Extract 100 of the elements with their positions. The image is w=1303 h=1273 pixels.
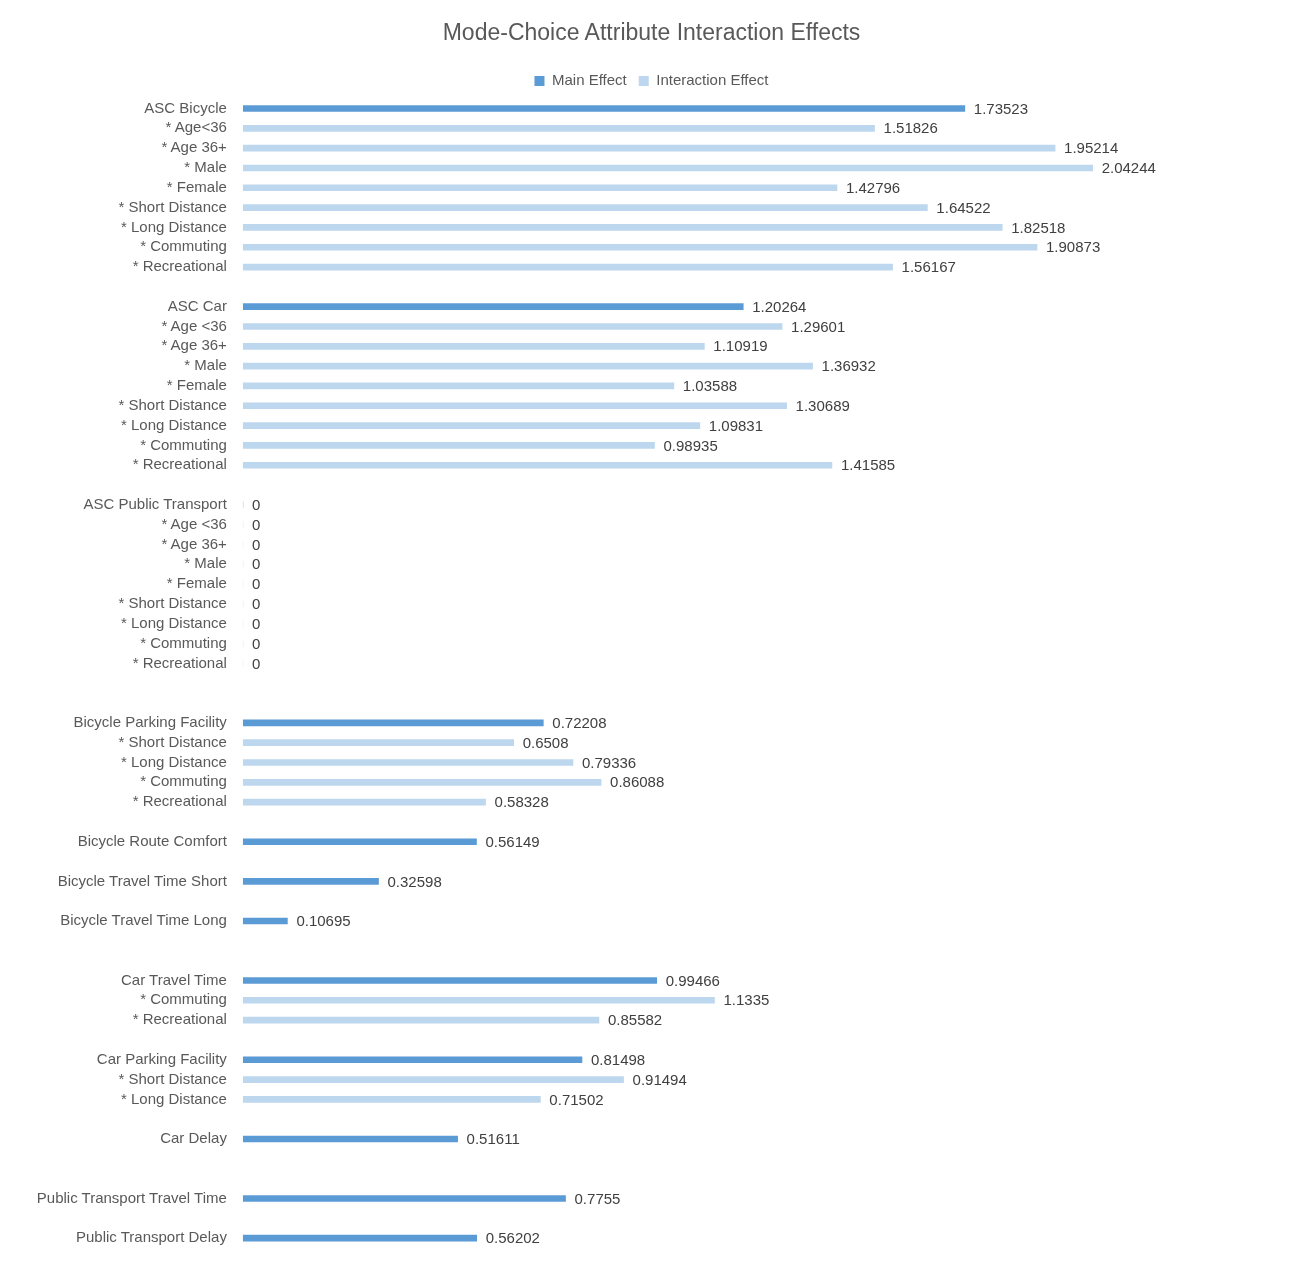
data-label: 1.20264 [752, 297, 807, 315]
data-label: 1.36932 [821, 357, 876, 375]
data-label: 0 [251, 555, 261, 573]
bar [242, 1195, 566, 1202]
bar [242, 125, 875, 132]
y-tick-label: * Female [166, 376, 227, 394]
y-tick-label: * Commuting [140, 435, 227, 453]
data-label: 0.91494 [632, 1070, 687, 1088]
data-label: 2.04244 [1101, 159, 1156, 177]
y-tick-label: * Long Distance [120, 752, 227, 770]
data-label: 0 [251, 535, 261, 553]
data-label: 0 [251, 495, 261, 513]
y-tick-label: * Short Distance [118, 1069, 227, 1087]
legend-label: Main Effect [551, 71, 628, 89]
data-label: 0.6508 [522, 733, 569, 751]
bar [242, 362, 813, 370]
y-tick-label: Public Transport Travel Time [36, 1188, 227, 1206]
bar [242, 323, 783, 330]
data-label: 0.79336 [581, 753, 637, 771]
data-label: 0 [251, 614, 261, 632]
bar [242, 1056, 583, 1064]
data-label: 1.30689 [795, 396, 850, 414]
y-tick-label: * Short Distance [118, 594, 227, 612]
bar [242, 382, 675, 390]
y-tick-label: * Female [166, 177, 227, 195]
y-tick-label: * Commuting [140, 633, 227, 651]
bar [242, 422, 701, 429]
bar [242, 798, 486, 806]
data-label: 0.71502 [549, 1090, 604, 1108]
bar [242, 442, 655, 449]
data-label: 1.09831 [708, 416, 764, 434]
bar [242, 977, 658, 984]
data-label: 0 [251, 634, 261, 652]
bar [242, 838, 477, 846]
bar [242, 1135, 458, 1143]
y-tick-label: * Male [184, 554, 227, 572]
y-tick-label: * Female [166, 574, 227, 592]
data-label: 1.10919 [713, 337, 768, 355]
y-tick-label: * Recreational [132, 257, 227, 275]
bar [242, 878, 379, 885]
data-label: 0.10695 [296, 912, 351, 930]
data-label: 0.81498 [590, 1050, 646, 1068]
y-tick-label: * Recreational [132, 1010, 227, 1028]
y-tick-label: Car Parking Facility [96, 1049, 228, 1067]
y-tick-label: Bicycle Route Comfort [77, 831, 228, 849]
data-label: 0.58328 [494, 793, 549, 811]
bar [242, 402, 787, 410]
data-label: 1.73523 [973, 99, 1029, 117]
data-label: 0 [251, 595, 261, 613]
y-tick-label: Bicycle Travel Time Short [57, 871, 228, 889]
data-label: 1.90873 [1046, 238, 1101, 256]
y-tick-label: Bicycle Parking Facility [73, 712, 228, 730]
y-tick-label: * Short Distance [118, 395, 227, 413]
legend-label: Interaction Effect [656, 71, 770, 89]
y-tick-label: * Male [184, 356, 227, 374]
data-label: 0.51611 [466, 1130, 520, 1148]
y-tick-label: * Male [184, 158, 227, 176]
bar [242, 342, 705, 350]
bar [242, 739, 514, 746]
y-tick-label: Public Transport Delay [75, 1228, 228, 1246]
y-tick-label: * Long Distance [120, 1089, 227, 1107]
data-label: 1.03588 [682, 377, 738, 395]
y-tick-label: * Recreational [132, 653, 227, 671]
bar [242, 778, 602, 786]
data-label: 1.64522 [936, 198, 991, 216]
bar [242, 105, 966, 112]
y-tick-label: * Long Distance [120, 217, 227, 235]
y-tick-label: Bicycle Travel Time Long [60, 911, 227, 929]
bar [242, 303, 744, 311]
y-tick-label: Car Travel Time [121, 970, 227, 988]
bar [242, 243, 1038, 251]
y-tick-label: ASC Bicycle [144, 98, 227, 116]
y-tick-label: * Recreational [132, 455, 227, 473]
data-label: 1.29601 [791, 317, 846, 335]
y-tick-label: ASC Public Transport [83, 494, 228, 512]
bar [242, 164, 1093, 172]
data-label: 1.41585 [840, 456, 896, 474]
data-label: 0.99466 [665, 971, 720, 989]
y-tick-label: * Age <36 [161, 316, 227, 334]
data-label: 1.1335 [723, 991, 770, 1009]
y-tick-label: * Long Distance [120, 613, 227, 631]
y-tick-label: * Short Distance [118, 732, 227, 750]
data-label: 1.42796 [845, 178, 901, 196]
y-tick-label: * Long Distance [120, 415, 227, 433]
bar [242, 204, 928, 211]
bar [242, 1016, 600, 1024]
data-label: 0.72208 [552, 713, 607, 731]
bar [242, 996, 715, 1004]
y-tick-label: * Short Distance [118, 197, 227, 215]
bar [242, 461, 833, 469]
y-tick-label: * Recreational [132, 792, 227, 810]
data-label: 1.95214 [1064, 139, 1119, 157]
data-label: 1.51826 [883, 119, 938, 137]
data-label: 0.56149 [485, 832, 540, 850]
bar [242, 224, 1003, 231]
bar [242, 917, 288, 925]
y-tick-label: * Commuting [140, 772, 227, 790]
y-tick-label: * Age 36+ [161, 534, 228, 552]
data-label: 0 [251, 654, 261, 672]
data-label: 1.56167 [901, 258, 956, 276]
